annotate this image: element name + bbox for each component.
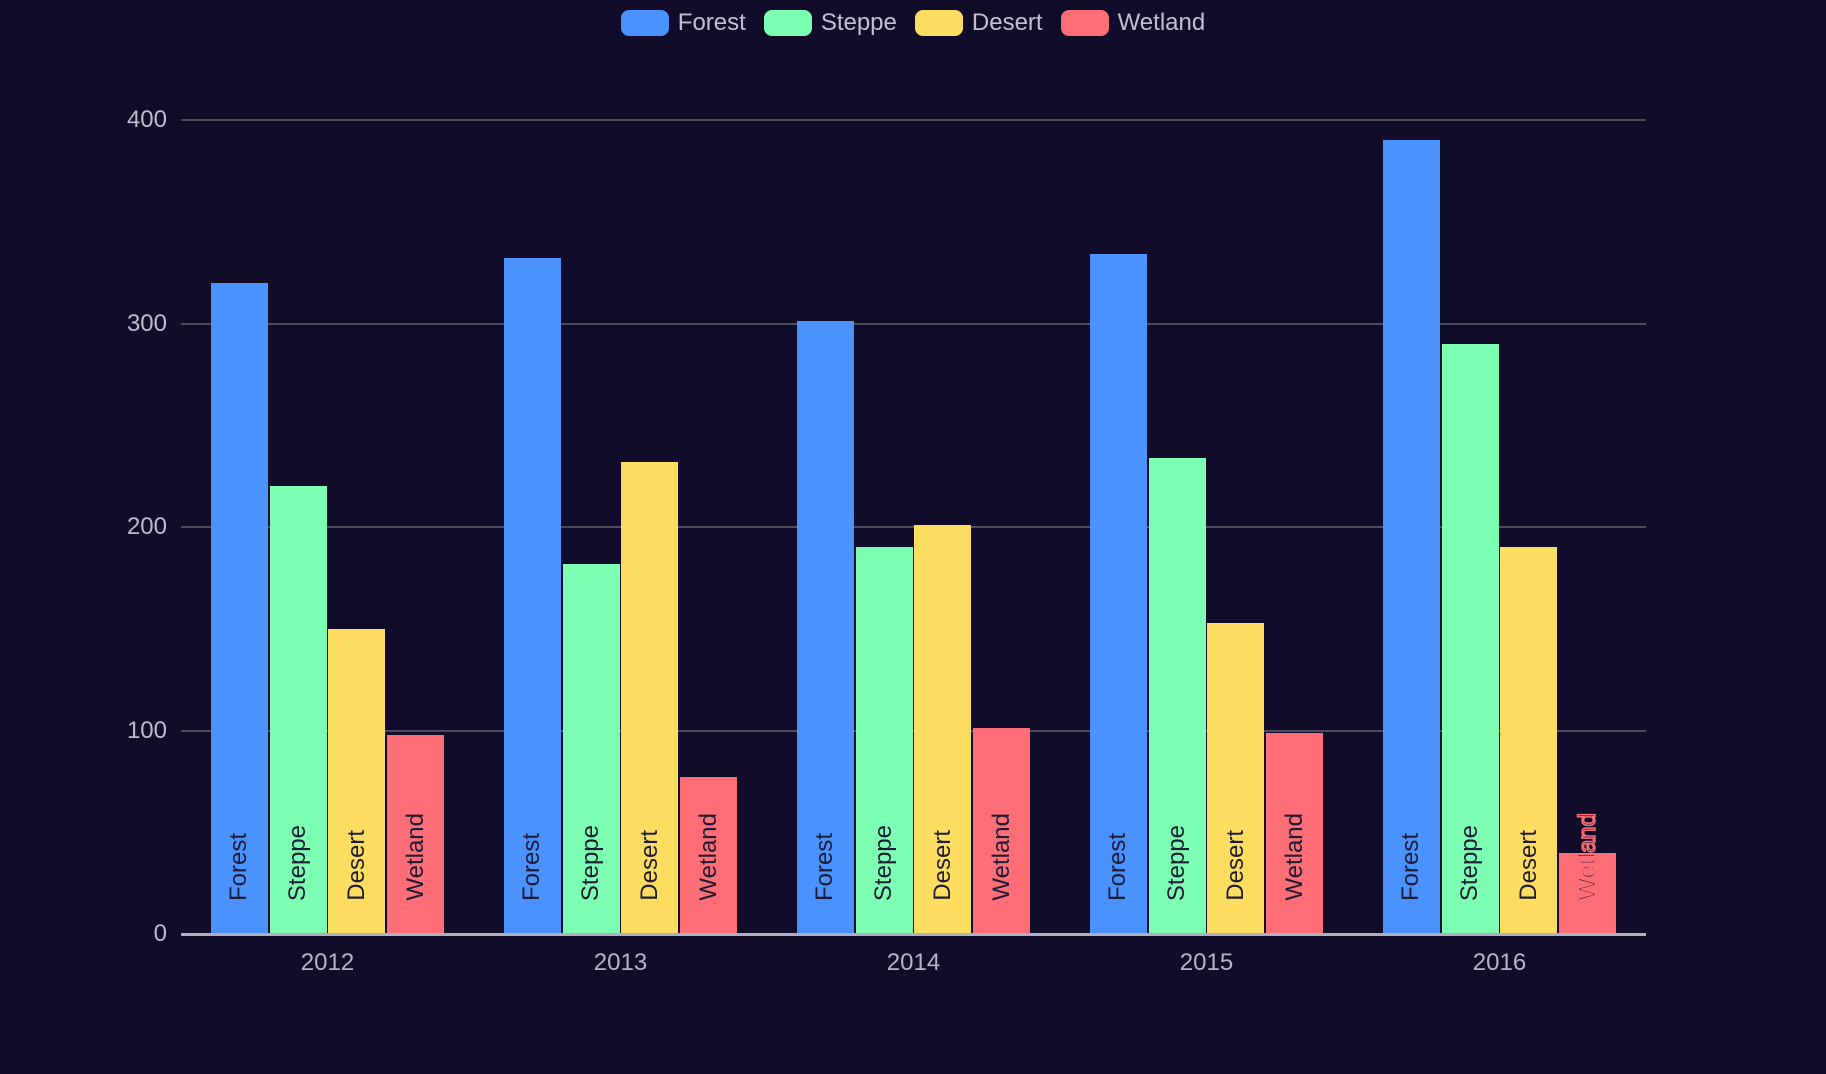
bar-label-steppe-2012: Steppe xyxy=(284,824,312,901)
bar-forest-2012: Forest xyxy=(210,282,268,934)
bar-label-wetland-2012: Wetland xyxy=(401,813,429,901)
x-axis-label-2015: 2015 xyxy=(1179,949,1234,976)
x-axis-label-2013: 2013 xyxy=(593,949,648,976)
bar-steppe-2013: Steppe xyxy=(562,563,620,934)
y-axis-label-100: 100 xyxy=(126,716,167,744)
legend: Forest Steppe Desert Wetland xyxy=(0,9,1826,37)
bar-steppe-2012: Steppe xyxy=(269,486,327,934)
bar-label-forest-2013: Forest xyxy=(518,832,546,901)
bar-label-wetland-2014: Wetland xyxy=(987,813,1015,901)
bar-forest-2014: Forest xyxy=(796,321,854,934)
bar-steppe-2015: Steppe xyxy=(1148,457,1206,934)
bar-wetland-2012: Wetland xyxy=(387,734,445,934)
x-axis-label-2012: 2012 xyxy=(300,949,355,976)
grid-line-100 xyxy=(181,729,1646,732)
legend-label: Desert xyxy=(971,9,1043,36)
bar-label-desert-2015: Desert xyxy=(1221,830,1249,901)
bar-label-steppe-2014: Steppe xyxy=(870,824,898,901)
bar-desert-2015: Desert xyxy=(1207,622,1265,934)
grid-line-400 xyxy=(181,119,1646,121)
legend-swatch-icon xyxy=(914,10,963,36)
bar-label-forest-2015: Forest xyxy=(1104,832,1132,901)
legend-label: Steppe xyxy=(820,9,897,36)
bar-label-desert-2014: Desert xyxy=(928,830,956,901)
legend-label: Forest xyxy=(677,9,746,36)
x-axis-line xyxy=(181,933,1646,936)
legend-item-steppe[interactable]: Steppe xyxy=(763,9,897,37)
bar-label-wetland-2015: Wetland xyxy=(1280,813,1308,901)
grid-line-200 xyxy=(181,526,1646,528)
bar-desert-2014: Desert xyxy=(914,524,972,934)
bar-label-steppe-2015: Steppe xyxy=(1163,824,1191,901)
legend-swatch-icon xyxy=(620,10,669,36)
bar-label-forest-2016: Forest xyxy=(1397,832,1425,901)
bar-wetland-2013: Wetland xyxy=(680,777,738,934)
bar-label-desert-2016: Desert xyxy=(1514,830,1542,901)
legend-swatch-icon xyxy=(763,10,812,36)
bar-label-wetland-2013: Wetland xyxy=(694,813,722,901)
bar-wetland-2015: Wetland xyxy=(1266,732,1324,934)
bar-wetland-2016: Wetland xyxy=(1559,813,1617,934)
bar-label-steppe-2013: Steppe xyxy=(577,824,605,901)
bar-desert-2016: Desert xyxy=(1500,547,1558,934)
x-axis-label-2016: 2016 xyxy=(1472,949,1527,976)
y-axis-label-300: 300 xyxy=(126,309,167,337)
legend-item-wetland[interactable]: Wetland xyxy=(1060,9,1206,37)
bar-label-desert-2013: Desert xyxy=(635,830,663,901)
bar-label-forest-2014: Forest xyxy=(811,832,839,901)
bar-steppe-2016: Steppe xyxy=(1441,343,1499,934)
bar-forest-2015: Forest xyxy=(1089,254,1147,934)
bar-desert-2013: Desert xyxy=(621,461,679,934)
y-axis-label-200: 200 xyxy=(126,513,167,540)
bar-forest-2016: Forest xyxy=(1382,140,1440,934)
legend-item-forest[interactable]: Forest xyxy=(620,9,746,37)
bar-label-forest-2012: Forest xyxy=(225,832,253,901)
bar-wetland-2014: Wetland xyxy=(973,728,1031,934)
bar-forest-2013: Forest xyxy=(503,258,561,934)
legend-label: Wetland xyxy=(1117,9,1206,36)
legend-swatch-icon xyxy=(1060,10,1109,36)
bar-label-desert-2012: Desert xyxy=(342,830,370,901)
bar-steppe-2014: Steppe xyxy=(855,547,913,934)
y-axis-label-0: 0 xyxy=(153,920,167,947)
bar-desert-2012: Desert xyxy=(328,628,386,934)
legend-item-desert[interactable]: Desert xyxy=(914,9,1043,37)
grid-line-300 xyxy=(181,322,1646,325)
y-axis-label-400: 400 xyxy=(126,106,167,133)
bar-label-wetland-2016: Wetland xyxy=(1573,813,1602,902)
x-axis-label-2014: 2014 xyxy=(886,949,941,976)
bar-label-steppe-2016: Steppe xyxy=(1456,824,1484,901)
